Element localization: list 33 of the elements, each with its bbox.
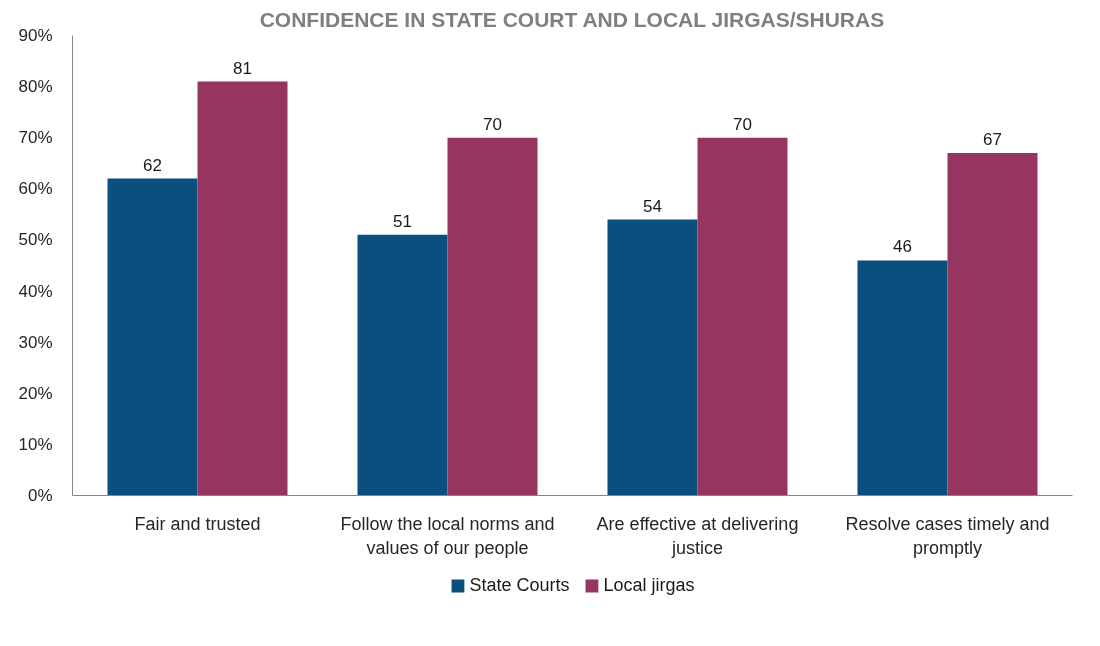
bar (857, 260, 948, 496)
y-tick-label: 60% (18, 179, 53, 199)
legend-label: Local jirgas (603, 574, 695, 596)
data-label: 70 (733, 114, 752, 134)
y-tick-label: 90% (18, 26, 53, 45)
x-tick-label: Are effective at delivering justice (596, 513, 799, 558)
bar (197, 81, 288, 496)
y-tick-label: 70% (18, 128, 53, 148)
legend-label: State Courts (469, 574, 570, 596)
data-label: 51 (393, 211, 412, 231)
bar (447, 137, 538, 496)
y-tick-label: 80% (18, 77, 53, 97)
data-label: 81 (233, 58, 252, 78)
bar (947, 153, 1038, 496)
y-tick-label: 30% (18, 332, 53, 352)
bar (107, 178, 198, 496)
data-label: 54 (643, 196, 662, 216)
bar (607, 219, 698, 496)
y-tick-label: 0% (27, 486, 53, 505)
data-label: 62 (143, 155, 162, 175)
x-tick-label: Fair and trusted (134, 513, 261, 534)
y-tick-label: 20% (18, 383, 53, 403)
x-tick-label: Follow the local norms and values of our people (340, 513, 555, 558)
y-tick-label: 50% (18, 230, 53, 250)
data-label: 70 (483, 114, 502, 134)
y-tick-label: 10% (18, 434, 53, 454)
x-tick-label: Resolve cases timely and promptly (845, 513, 1050, 558)
y-tick-label: 40% (18, 281, 53, 301)
chart-title: CONFIDENCE IN STATE COURT AND LOCAL JIRGAS/SHURAS (259, 7, 885, 31)
bar (697, 137, 788, 496)
bar (357, 234, 448, 496)
data-label: 46 (893, 237, 912, 257)
data-label: 67 (983, 130, 1002, 150)
